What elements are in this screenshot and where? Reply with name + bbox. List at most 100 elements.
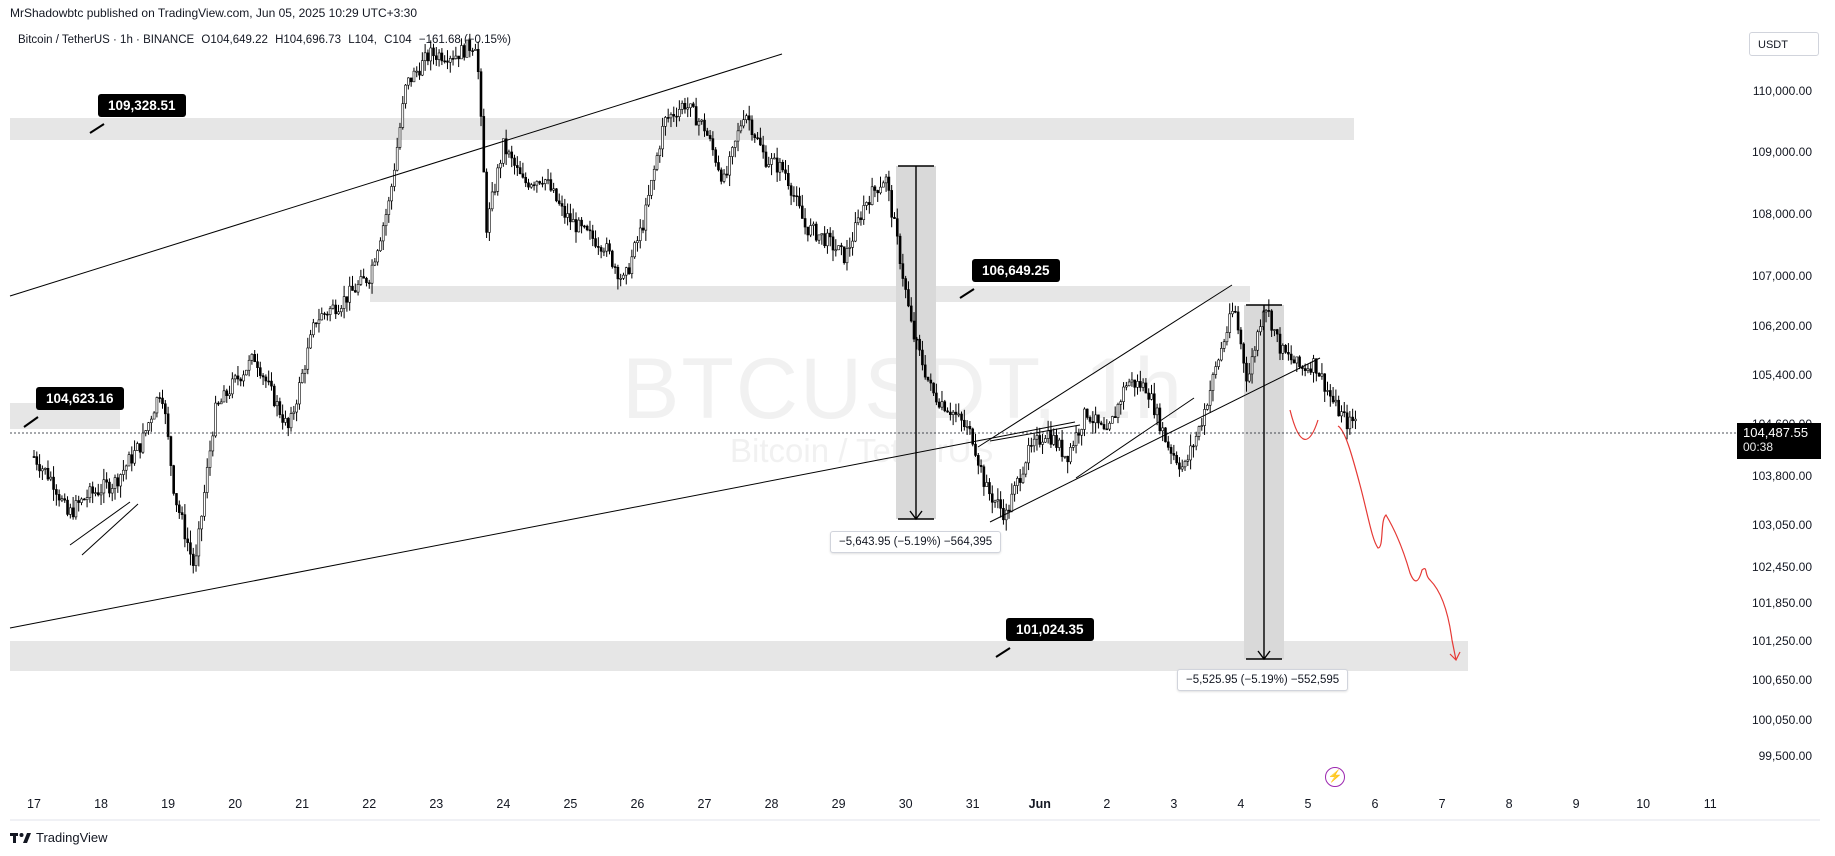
candle-body — [672, 114, 676, 117]
price-tick-label: 102,450.00 — [1752, 560, 1812, 574]
candle-body — [286, 418, 290, 429]
candle-body — [898, 235, 902, 264]
candle-body — [429, 47, 433, 62]
candle-body — [1292, 359, 1296, 364]
time-tick-label: 20 — [228, 797, 242, 811]
candle-body — [1044, 438, 1047, 443]
candle-body — [191, 553, 195, 566]
candle-body — [340, 308, 343, 313]
candle-body — [233, 375, 237, 380]
candle-body — [753, 134, 757, 138]
candle-body — [395, 147, 399, 171]
candle-body — [499, 162, 502, 169]
candle-body — [926, 376, 930, 381]
time-tick-label: 28 — [765, 797, 779, 811]
candle-body — [563, 205, 567, 218]
trend-line — [1075, 397, 1195, 479]
candle-body — [1194, 435, 1198, 447]
candle-body — [1013, 485, 1016, 495]
candle-body — [1323, 373, 1327, 392]
candle-body — [1130, 379, 1134, 383]
candle-body — [1242, 343, 1245, 364]
resistance-zone — [370, 286, 1250, 302]
candle-body — [300, 372, 304, 383]
candle-body — [1027, 445, 1030, 464]
price-tick-label: 106,200.00 — [1752, 319, 1812, 333]
lightning-icon[interactable]: ⚡ — [1325, 767, 1345, 787]
candle-body — [521, 173, 525, 178]
price-callout[interactable]: 101,024.35 — [1006, 618, 1094, 641]
ohlc-low: L104, — [348, 34, 377, 46]
candle-body — [862, 205, 866, 220]
candle-body — [434, 55, 438, 60]
candle-body — [74, 500, 78, 518]
candle-body — [842, 246, 846, 264]
candle-body — [549, 179, 553, 191]
measure-label[interactable]: −5,643.95 (−5.19%) −564,395 — [830, 531, 1002, 553]
candle-body — [404, 84, 407, 104]
candle-body — [245, 369, 248, 376]
candle-body — [887, 176, 891, 191]
candle-body — [1058, 439, 1061, 448]
candle-body — [401, 103, 405, 128]
candle-body — [71, 507, 75, 518]
candle-body — [943, 401, 947, 412]
candle-body — [1060, 439, 1064, 457]
candle-body — [183, 514, 187, 540]
candle-body — [1220, 348, 1223, 361]
candle-body — [116, 477, 120, 487]
callout-pointer — [959, 288, 975, 299]
candle-body — [605, 243, 609, 252]
time-tick-label: Jun — [1029, 797, 1051, 811]
currency-unit-button[interactable]: USDT — [1749, 32, 1819, 56]
candle-body — [52, 476, 55, 490]
candle-body — [552, 188, 555, 191]
price-callout[interactable]: 104,623.16 — [36, 387, 124, 410]
price-tick-label: 100,050.00 — [1752, 713, 1812, 727]
candle-body — [1041, 441, 1044, 445]
candle-body — [390, 186, 393, 202]
trend-line — [989, 357, 1321, 523]
candle-body — [219, 401, 223, 405]
candle-body — [175, 493, 178, 506]
candle-body — [482, 116, 486, 173]
candle-body — [253, 354, 257, 363]
measure-label[interactable]: −5,525.95 (−5.19%) −552,595 — [1177, 669, 1349, 691]
support-zone — [10, 641, 1468, 671]
publisher-line: MrShadowbtc published on TradingView.com… — [10, 6, 418, 20]
candle-body — [124, 465, 128, 471]
candle-body — [865, 202, 868, 206]
candle-body — [1284, 344, 1287, 353]
candle-body — [800, 205, 804, 219]
time-tick-label: 31 — [966, 797, 980, 811]
candle-body — [496, 167, 500, 192]
candle-body — [35, 456, 39, 465]
candle-body — [655, 155, 659, 170]
candle-body — [144, 430, 148, 434]
candle-body — [1334, 399, 1338, 403]
candle-body — [211, 435, 215, 452]
candle-body — [543, 179, 547, 184]
candle-body — [1180, 466, 1184, 470]
price-callout[interactable]: 109,328.51 — [98, 94, 186, 117]
candle-body — [155, 397, 159, 414]
candle-body — [708, 135, 712, 139]
candle-body — [278, 401, 282, 415]
candle-body — [1116, 404, 1120, 418]
candle-body — [337, 311, 340, 315]
candle-body — [1085, 408, 1089, 418]
candle-body — [1192, 445, 1195, 448]
tradingview-logo[interactable]: TradingView — [10, 830, 108, 845]
candle-body — [236, 375, 240, 380]
candle-body — [443, 60, 446, 63]
candle-body — [1208, 390, 1212, 406]
candle-body — [664, 117, 667, 127]
symbol-title[interactable]: Bitcoin / TetherUS · 1h · BINANCE — [18, 34, 195, 46]
candle-body — [700, 119, 704, 122]
symbol-legend: Bitcoin / TetherUS · 1h · BINANCE O104,6… — [18, 34, 515, 46]
candle-body — [504, 138, 508, 155]
candle-body — [342, 296, 346, 309]
price-callout[interactable]: 106,649.25 — [972, 259, 1060, 282]
candle-body — [1030, 445, 1033, 447]
